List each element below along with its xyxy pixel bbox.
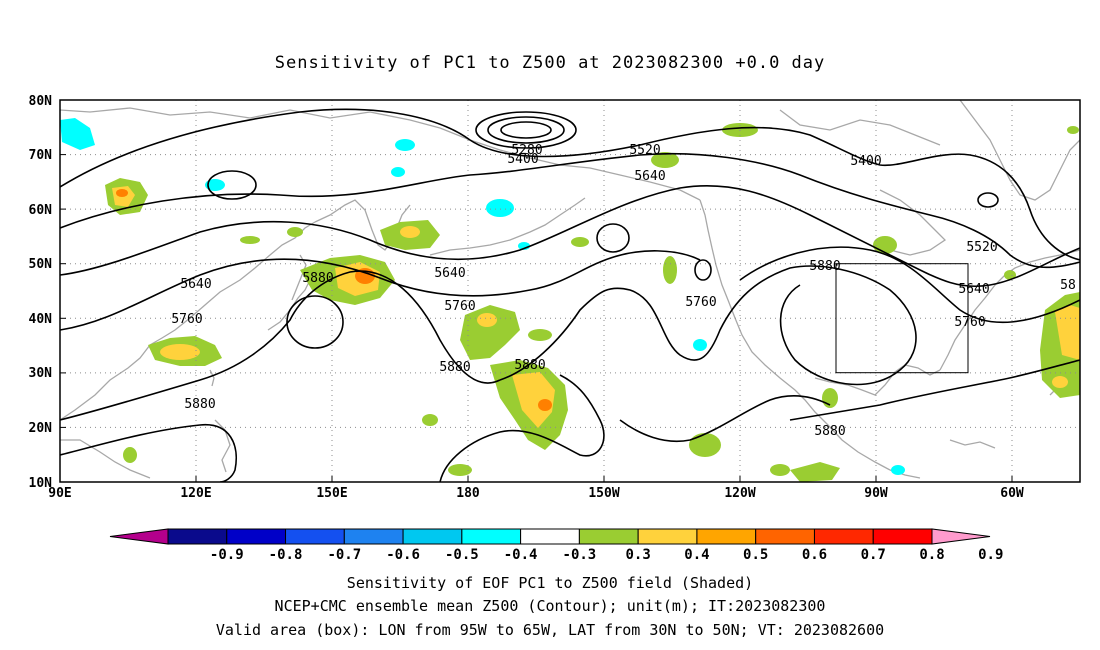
lat-label: 30N bbox=[29, 366, 53, 381]
contour-labels: 5280 5400 5520 5640 5400 5640 5760 5880 … bbox=[171, 143, 1075, 439]
colorbar-label: -0.7 bbox=[327, 547, 361, 563]
colorbar-swatch bbox=[931, 528, 991, 545]
colorbar-swatch bbox=[696, 528, 757, 545]
colorbar-label: 0.8 bbox=[919, 547, 944, 563]
caption-line-2: NCEP+CMC ensemble mean Z500 (Contour); u… bbox=[275, 597, 826, 615]
lon-labels: 90E 120E 150E 180 150W 120W 90W 60W bbox=[48, 486, 1024, 501]
contour-label: 5520 bbox=[629, 143, 660, 158]
lon-label: 150W bbox=[588, 486, 619, 501]
lon-label: 60W bbox=[1000, 486, 1024, 501]
contour-label: 5400 bbox=[850, 154, 881, 169]
valid-area-box bbox=[835, 263, 969, 374]
colorbar-swatch bbox=[109, 528, 169, 545]
ticks bbox=[60, 154, 1013, 482]
lon-label: 180 bbox=[456, 486, 480, 501]
colorbar-swatch bbox=[343, 528, 404, 545]
contour-label: 5520 bbox=[966, 240, 997, 255]
contour-label: 5640 bbox=[434, 266, 465, 281]
colorbar-swatch bbox=[755, 528, 815, 545]
lat-label: 50N bbox=[29, 257, 53, 272]
contour-label: 5880 bbox=[814, 424, 845, 439]
colorbar-swatch bbox=[167, 528, 228, 545]
colorbar-swatch bbox=[813, 528, 874, 545]
caption-line-3: Valid area (box): LON from 95W to 65W, L… bbox=[216, 621, 884, 639]
colorbar-swatch bbox=[402, 528, 463, 545]
lat-label: 20N bbox=[29, 421, 53, 436]
coastlines bbox=[60, 100, 1080, 479]
contour-label: 5640 bbox=[958, 282, 989, 297]
figure-title: Sensitivity of PC1 to Z500 at 2023082300… bbox=[275, 53, 826, 73]
map-panel: 5280 5400 5520 5640 5400 5640 5760 5880 … bbox=[29, 94, 1081, 501]
lon-label: 120E bbox=[180, 486, 211, 501]
colorbar-label: 0.4 bbox=[684, 547, 709, 563]
contour-label: 5760 bbox=[171, 312, 202, 327]
colorbar-swatch bbox=[520, 528, 580, 545]
lat-label: 80N bbox=[29, 94, 53, 109]
contour-label: 58 bbox=[1060, 278, 1076, 293]
colorbar-swatch bbox=[226, 528, 287, 545]
lat-label: 40N bbox=[29, 312, 53, 327]
lat-label: 60N bbox=[29, 203, 53, 218]
lat-label: 70N bbox=[29, 148, 53, 163]
colorbar-label: -0.6 bbox=[386, 547, 420, 563]
z500-contours bbox=[60, 108, 1080, 482]
colorbar-label: 0.7 bbox=[861, 547, 886, 563]
colorbar-label: -0.8 bbox=[269, 547, 303, 563]
contour-label: 5760 bbox=[954, 315, 985, 330]
lon-label: 150E bbox=[316, 486, 347, 501]
contour-label: 5640 bbox=[634, 169, 665, 184]
contour-label: 5880 bbox=[439, 360, 470, 375]
lon-label: 90W bbox=[864, 486, 888, 501]
colorbar-label: -0.3 bbox=[563, 547, 597, 563]
colorbar: -0.9 -0.8 -0.7 -0.6 -0.5 -0.4 -0.3 0.3 0.4 0.5 0.6… bbox=[109, 528, 1003, 563]
colorbar-label: -0.5 bbox=[445, 547, 479, 563]
colorbar-swatch bbox=[637, 528, 698, 545]
contour-label: 5880 bbox=[302, 271, 333, 286]
contour-label: 5880 bbox=[514, 358, 545, 373]
contour-label: 5400 bbox=[507, 152, 538, 167]
contour-label: 5760 bbox=[444, 299, 475, 314]
contour-label: 5640 bbox=[180, 277, 211, 292]
contour-label: 5880 bbox=[809, 259, 840, 274]
colorbar-label: 0.6 bbox=[802, 547, 827, 563]
contour-label: 5760 bbox=[685, 295, 716, 310]
colorbar-swatch bbox=[578, 528, 639, 545]
contour-label: 5280 bbox=[511, 143, 542, 158]
colorbar-swatch bbox=[461, 528, 522, 545]
map-border bbox=[59, 99, 1081, 483]
colorbar-label: 0.3 bbox=[626, 547, 651, 563]
colorbar-label: -0.4 bbox=[504, 547, 538, 563]
lon-label: 120W bbox=[724, 486, 755, 501]
caption: Sensitivity of EOF PC1 to Z500 field (Sh… bbox=[216, 574, 884, 639]
lat-label: 10N bbox=[29, 476, 53, 491]
colorbar-label: 0.9 bbox=[978, 547, 1003, 563]
colorbar-label: 0.5 bbox=[743, 547, 768, 563]
caption-line-1: Sensitivity of EOF PC1 to Z500 field (Sh… bbox=[347, 574, 753, 592]
lon-label: 90E bbox=[48, 486, 71, 501]
colorbar-swatch bbox=[872, 528, 933, 545]
lat-labels: 80N 70N 60N 50N 40N 30N 20N 10N bbox=[29, 94, 53, 491]
colorbar-label: -0.9 bbox=[210, 547, 244, 563]
colorbar-swatch bbox=[285, 528, 345, 545]
contour-label: 5880 bbox=[184, 397, 215, 412]
